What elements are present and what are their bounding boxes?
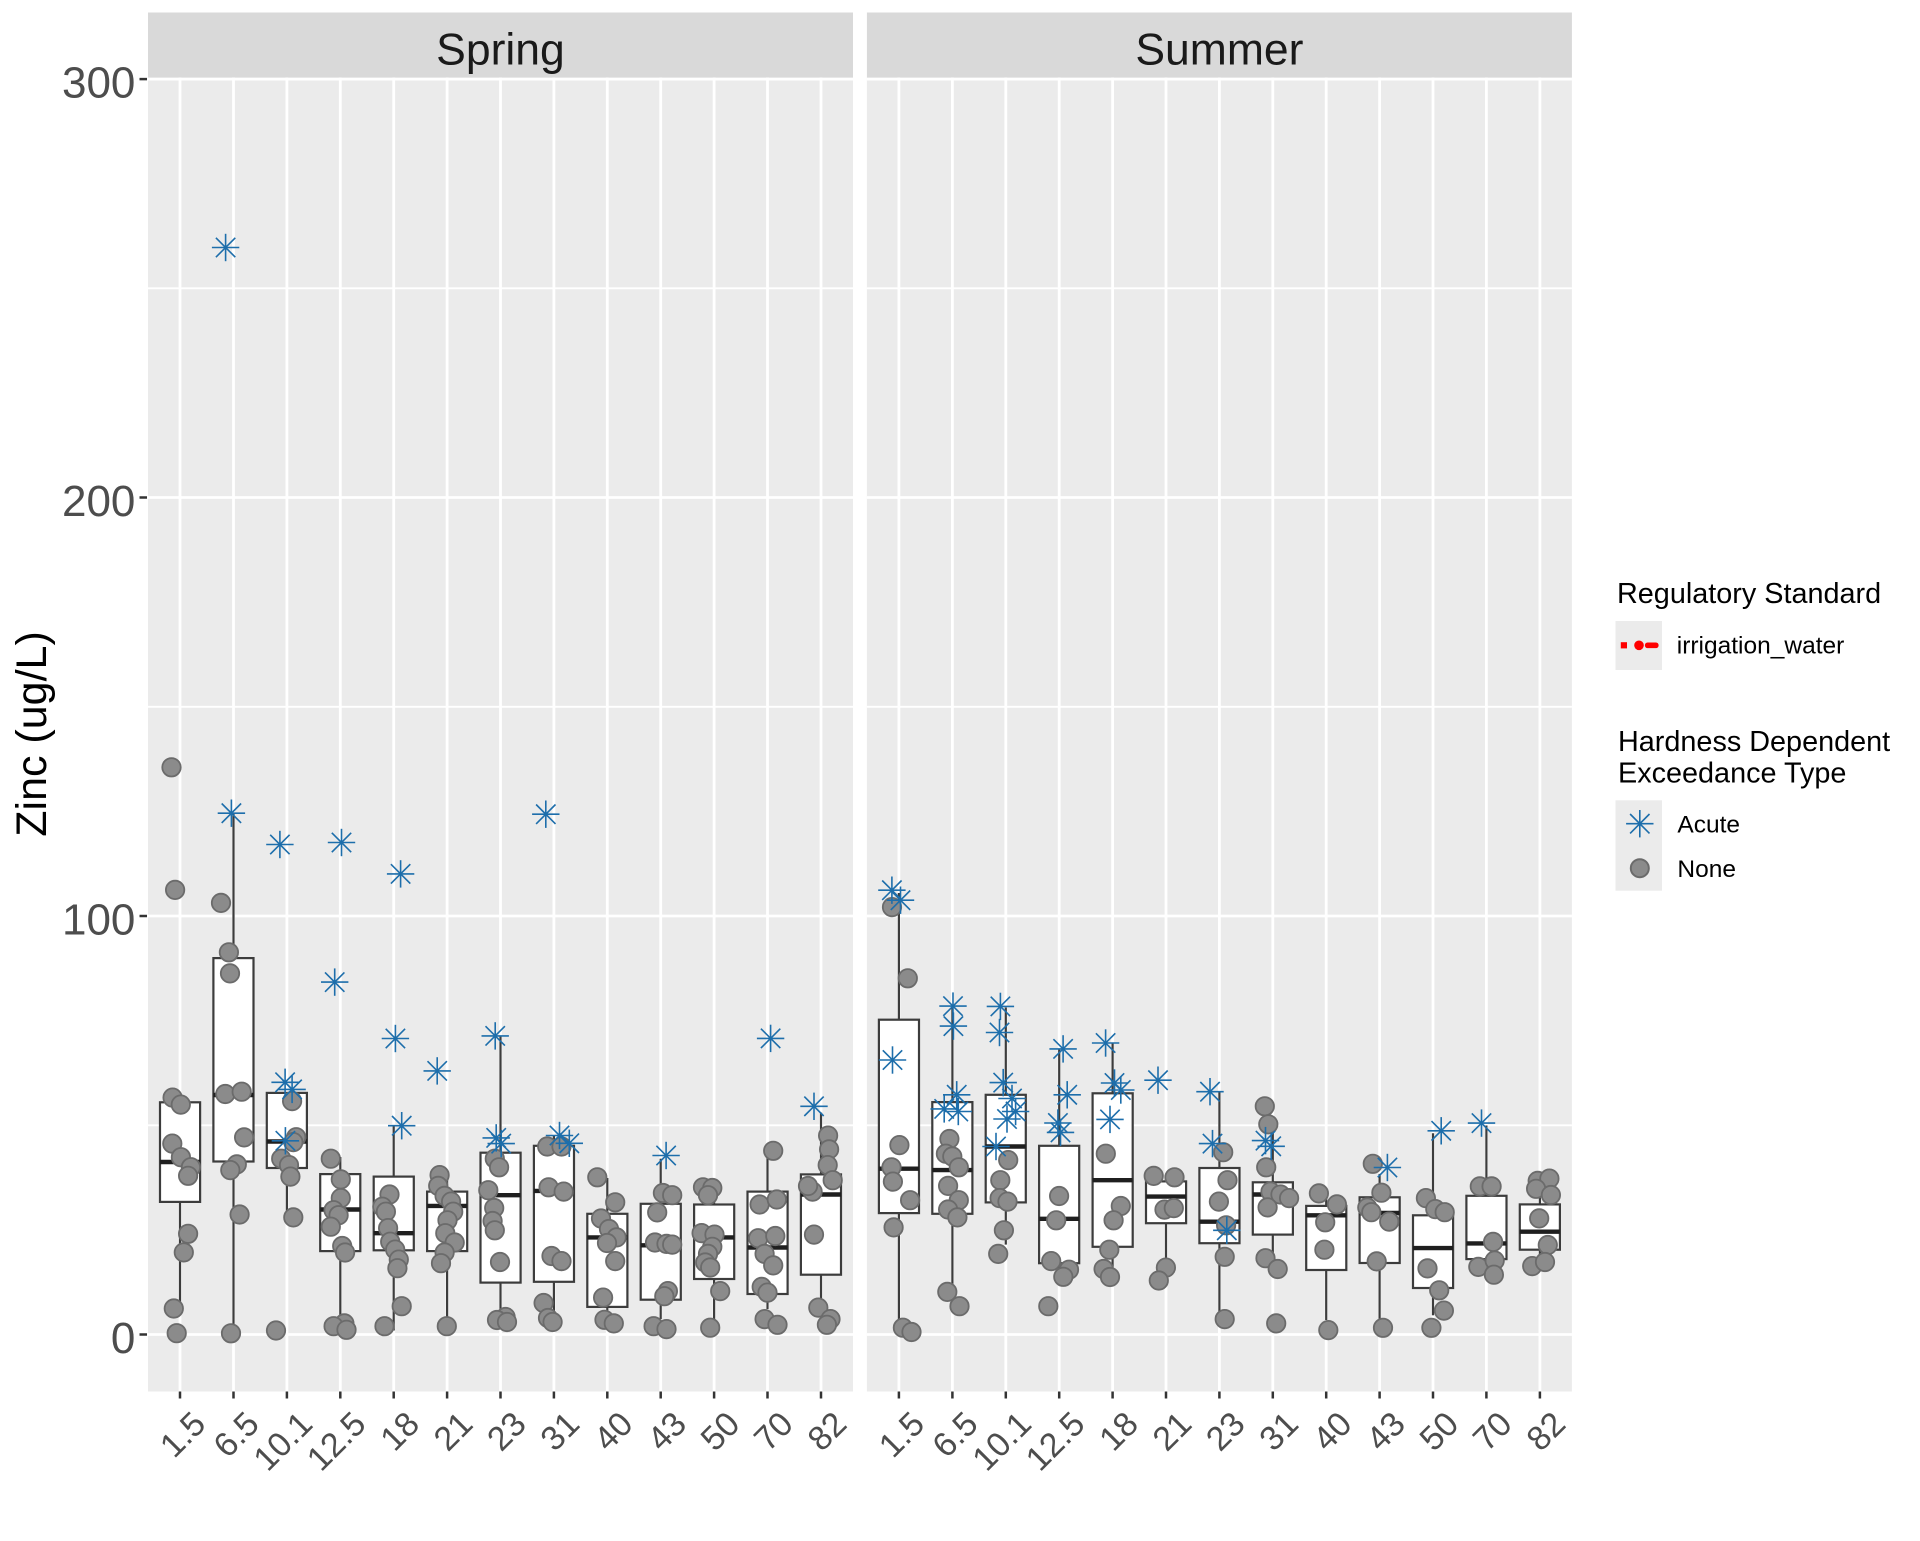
svg-text:Spring: Spring (436, 26, 565, 75)
svg-text:Summer: Summer (1135, 26, 1303, 75)
svg-text:Regulatory Standard: Regulatory Standard (1617, 578, 1881, 610)
svg-text:Zinc (ug/L): Zinc (ug/L) (8, 631, 56, 837)
svg-text:100: 100 (62, 896, 135, 945)
svg-text:irrigation_water: irrigation_water (1677, 633, 1845, 660)
svg-text:Exceedance Type: Exceedance Type (1618, 758, 1846, 790)
svg-text:300: 300 (62, 59, 135, 108)
svg-text:None: None (1677, 856, 1736, 883)
svg-text:Hardness Dependent: Hardness Dependent (1618, 726, 1890, 758)
svg-text:Acute: Acute (1677, 812, 1740, 839)
svg-text:200: 200 (62, 477, 135, 526)
svg-text:0: 0 (111, 1314, 135, 1363)
